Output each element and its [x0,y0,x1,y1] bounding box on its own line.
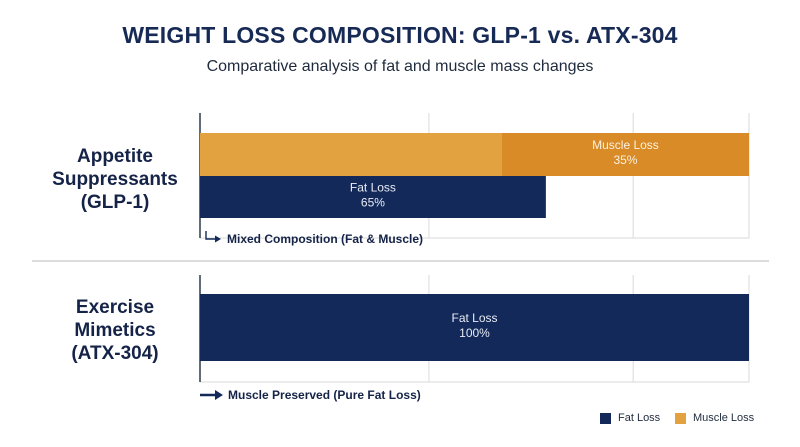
bar-data-label: 100% [459,326,490,340]
bar-data-label: 35% [613,153,637,167]
group-label-line: (GLP-1) [80,192,150,213]
annotation-muscle-preserved: Muscle Preserved (Pure Fat Loss) [228,388,421,402]
bar-data-label: 65% [361,196,385,210]
legend-swatch-muscle-loss [675,412,686,424]
group-label-line: (ATX-304) [71,343,159,364]
group-label-line: Exercise [75,297,155,318]
legend-label-muscle-loss: Muscle Loss [693,412,755,424]
bar-segment-fat-loss [200,294,749,361]
annotation-arrow-head [215,390,223,400]
bar-segment-muscle-loss [501,133,749,176]
group-label-line: Suppressants [52,169,178,190]
legend-swatch-fat-loss [600,412,611,424]
bar-data-label: Muscle Loss [592,138,659,152]
annotation-mixed-composition: Mixed Composition (Fat & Muscle) [227,232,424,246]
group-label-atx304: Exercise Mimetics (ATX-304) [50,296,180,365]
bar-data-label: Fat Loss [451,311,497,325]
annotation-arrow-line [205,231,218,240]
bar-data-label: Fat Loss [350,181,396,195]
legend-item-muscle-loss: Muscle Loss [675,412,754,424]
legend-item-fat-loss: Fat Loss [600,412,660,424]
chart-title: WEIGHT LOSS COMPOSITION: GLP-1 vs. ATX-3… [122,22,678,48]
annotation-arrow-head [215,235,221,243]
chart-subtitle: Comparative analysis of fat and muscle m… [206,58,594,75]
group-label-line: Mimetics [74,320,156,341]
group-label-glp1: Appetite Suppressants (GLP-1) [50,145,180,214]
legend-label-fat-loss: Fat Loss [618,412,661,424]
bar-segment-muscle-loss [200,133,502,176]
bar-segment-fat-loss [200,176,546,218]
group-label-line: Appetite [77,146,153,167]
